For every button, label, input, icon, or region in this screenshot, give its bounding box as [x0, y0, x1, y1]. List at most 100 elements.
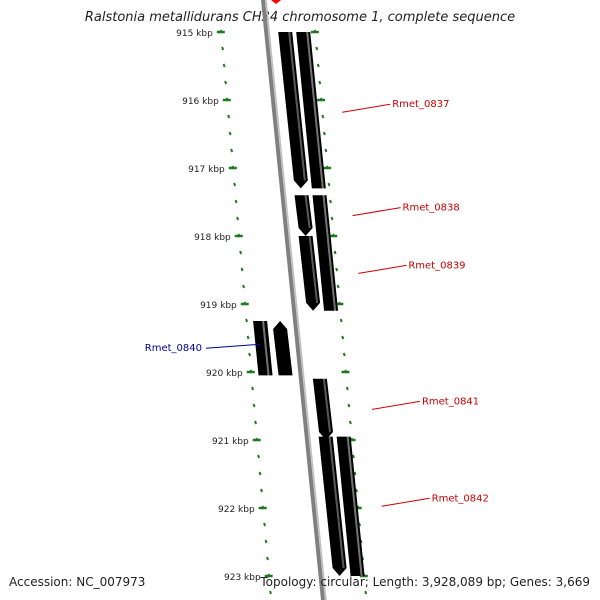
guide-dot-right — [324, 148, 328, 153]
guide-dot-right — [355, 488, 358, 493]
tick-label: 919 kbp — [200, 301, 237, 311]
gene-rmet-0841 — [312, 378, 333, 440]
gene-label-leader — [371, 400, 421, 410]
guide-dot-right — [321, 114, 325, 119]
guide-dot-right — [322, 131, 326, 136]
guide-dot-left — [234, 199, 238, 204]
guide-dot-left — [266, 556, 269, 561]
guide-dot-left — [258, 471, 262, 476]
gene-product-shine — [346, 436, 363, 577]
gene-product-shine — [322, 195, 329, 237]
gene-label-leader — [352, 207, 401, 217]
tick-label: 917 kbp — [188, 165, 225, 175]
guide-dot-right — [348, 420, 352, 425]
genes — [253, 0, 365, 577]
gene-label: Rmet_0839 — [408, 260, 465, 271]
gene-rmet-0840 — [253, 320, 293, 376]
gene-fragment-top — [271, 0, 281, 4]
guide-dot-right — [352, 454, 355, 459]
backbone — [261, 0, 327, 600]
guide-dot-right — [345, 386, 349, 391]
guide-dot-right — [329, 199, 332, 204]
guide-dot-right — [316, 63, 320, 68]
gene-cds-shine — [304, 195, 311, 229]
guide-dot-right — [327, 182, 331, 187]
guide-dot-left — [252, 403, 256, 408]
tick-label: 921 kbp — [212, 437, 249, 447]
guide-dot-left — [228, 131, 232, 136]
guide-dot-left — [239, 250, 243, 255]
guide-dot-right — [336, 284, 340, 289]
gene-labels: Rmet_0837 Rmet_0838 Rmet_0839 Rmet_0840 Rmet… — [145, 99, 489, 507]
gene-product-shine — [306, 31, 324, 189]
guide-dot-right — [315, 46, 319, 51]
guide-dot-left — [222, 63, 226, 68]
guide-dot-left — [242, 284, 246, 289]
guide-dot-left — [251, 386, 255, 391]
gene-label: Rmet_0838 — [403, 203, 460, 214]
guide-dot-right — [339, 318, 343, 323]
guide-dot-left — [245, 318, 249, 323]
gene-cds-bar — [278, 32, 308, 189]
gene-cds-bar — [312, 378, 333, 440]
guide-dot-left — [264, 539, 268, 544]
gene-label: Rmet_0837 — [392, 99, 449, 110]
tick-label: 918 kbp — [194, 233, 231, 243]
gene-product-bar — [296, 32, 326, 189]
backbone-highlight — [265, 0, 327, 600]
guide-dot-left — [227, 114, 231, 119]
gene-product-shine — [326, 235, 337, 311]
gene-product-bar — [336, 436, 365, 576]
guide-dot-left — [260, 488, 263, 493]
guide-dot-left — [230, 148, 234, 153]
tick-label: 922 kbp — [218, 505, 255, 515]
tick-label: 920 kbp — [206, 369, 243, 379]
guide-dot-left — [246, 335, 250, 340]
guide-dot-left — [236, 216, 240, 221]
guide-dot-right — [318, 80, 322, 85]
tick-label: 923 kbp — [224, 573, 261, 583]
gene-product-bar — [312, 195, 331, 236]
guide-dot-left — [263, 522, 266, 527]
gene-rmet-0839 — [298, 235, 339, 311]
scale-ticks: 915 kbp 916 kbp 917 kbp 918 kbp 919 kbp 920 k… — [176, 29, 368, 595]
tick-label: 915 kbp — [176, 29, 213, 39]
gene-cds-bar — [318, 436, 347, 576]
map-title: Ralstonia metallidurans CH34 chromosome … — [84, 10, 516, 25]
gene-label: Rmet_0841 — [422, 396, 479, 407]
guide-dot-right — [347, 403, 351, 408]
gene-label: Rmet_0840 — [145, 343, 202, 354]
gene-label-leader — [205, 343, 262, 349]
gene-product-bar — [253, 321, 273, 376]
gene-cds-shine — [328, 436, 345, 569]
guide-dot-right — [333, 250, 337, 255]
gene-label-leader — [358, 264, 407, 274]
gene-rmet-0842 — [318, 436, 365, 577]
gene-cds-shine — [308, 235, 319, 303]
gene-cds-bar — [298, 236, 321, 311]
gene-label-leader — [342, 103, 391, 113]
guide-dot-left — [221, 46, 225, 51]
gene-cds-bar — [273, 321, 293, 376]
guide-dot-left — [224, 80, 228, 85]
gene-product-bar — [316, 236, 339, 311]
gene-label-leader — [381, 497, 430, 507]
guide-dot-left — [257, 454, 260, 459]
gene-cds-bar — [294, 195, 313, 236]
guide-dot-right — [353, 471, 357, 476]
summary-text: Topology: circular; Length: 3,928,089 bp… — [260, 575, 590, 589]
guide-dot-left — [240, 267, 244, 272]
guide-dot-right — [342, 352, 346, 357]
guide-dot-right — [330, 216, 334, 221]
backbone-line — [261, 0, 325, 600]
guide-dot-right — [335, 267, 339, 272]
gene-product-shine — [262, 320, 270, 376]
accession-text: Accession: NC_007973 — [9, 575, 146, 589]
gene-label: Rmet_0842 — [432, 493, 489, 504]
tick-label: 916 kbp — [182, 97, 219, 107]
gene-cds-shine — [322, 378, 331, 433]
guide-dot-left — [233, 182, 237, 187]
gene-rmet-0838 — [294, 195, 331, 237]
guide-dot-left — [254, 420, 257, 425]
